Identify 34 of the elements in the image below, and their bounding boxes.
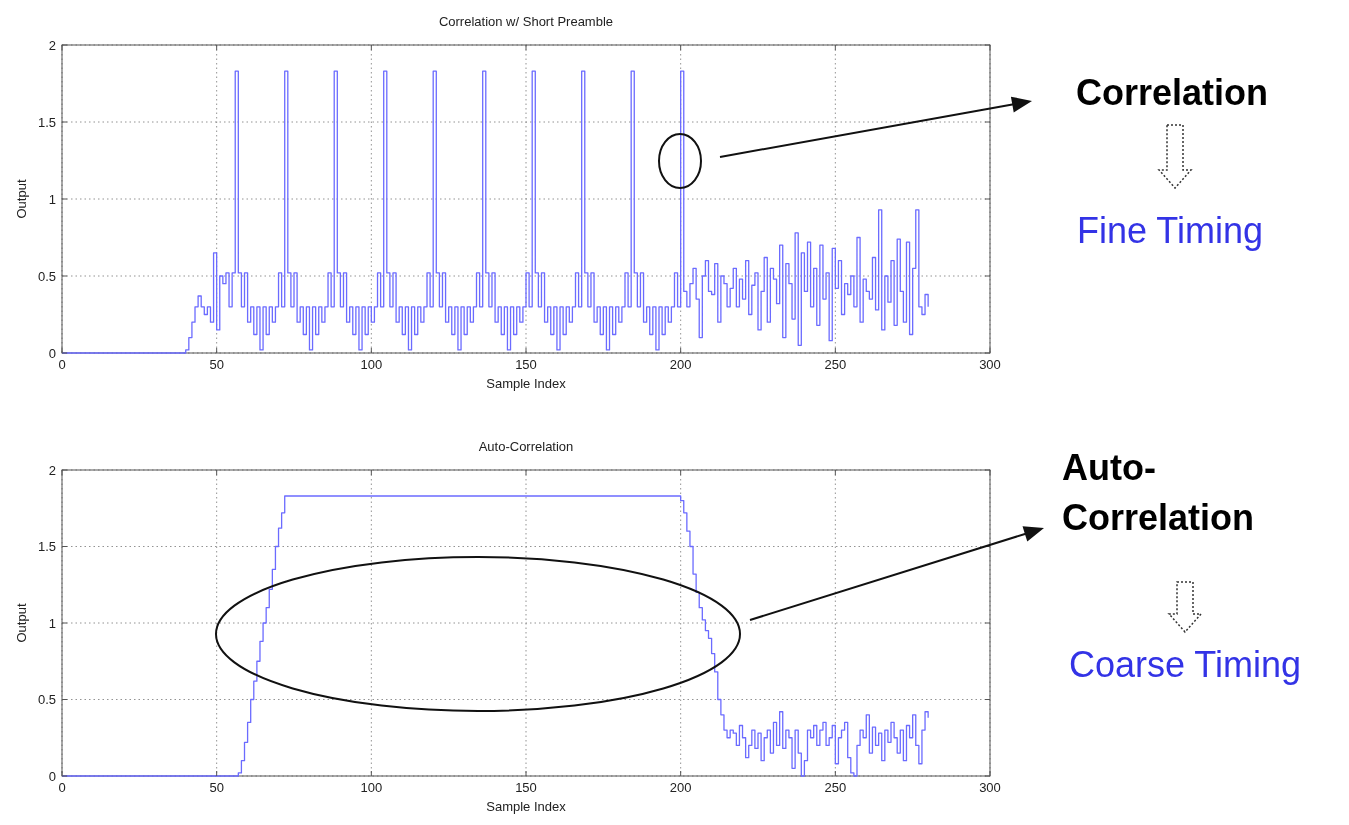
y-axis-title: Output — [14, 603, 29, 643]
x-tick-label: 150 — [515, 780, 537, 795]
chart-title: Auto-Correlation — [478, 439, 574, 454]
x-tick-label: 150 — [515, 357, 537, 372]
text: Fine Timing — [1076, 210, 1264, 251]
x-tick-label: 100 — [360, 780, 383, 795]
text: Coarse Timing — [1068, 644, 1302, 685]
x-tick-label: 200 — [669, 780, 692, 795]
y-tick-label: 1.5 — [37, 539, 56, 554]
y-tick-label: 2 — [48, 462, 56, 478]
text: Correlation — [1075, 72, 1269, 113]
y-tick-label: 1 — [48, 191, 56, 207]
x-axis-title: Sample Index — [486, 799, 567, 814]
x-tick-label: 250 — [824, 357, 847, 372]
x-tick-label: 0 — [58, 357, 66, 372]
y-tick-label: 2 — [48, 37, 56, 53]
x-tick-label: 50 — [209, 357, 224, 372]
y-tick-label: 1 — [48, 615, 56, 631]
x-axis-title: Sample Index — [486, 376, 567, 391]
y-axis-title: Output — [14, 179, 29, 219]
text: Auto-Correlation — [1062, 447, 1255, 538]
x-tick-label: 0 — [58, 780, 66, 795]
x-tick-label: 300 — [979, 357, 1001, 372]
y-tick-label: 0 — [48, 768, 56, 784]
y-tick-label: 0.5 — [37, 268, 56, 284]
x-tick-label: 300 — [979, 780, 1001, 795]
x-tick-label: 200 — [669, 357, 692, 372]
y-tick-label: 0 — [48, 345, 56, 361]
y-tick-label: 0.5 — [37, 692, 56, 707]
x-tick-label: 100 — [360, 357, 383, 372]
chart-title: Correlation w/ Short Preamble — [438, 14, 614, 29]
x-tick-label: 250 — [824, 780, 847, 795]
y-tick-label: 1.5 — [37, 114, 56, 130]
x-tick-label: 50 — [209, 780, 224, 795]
